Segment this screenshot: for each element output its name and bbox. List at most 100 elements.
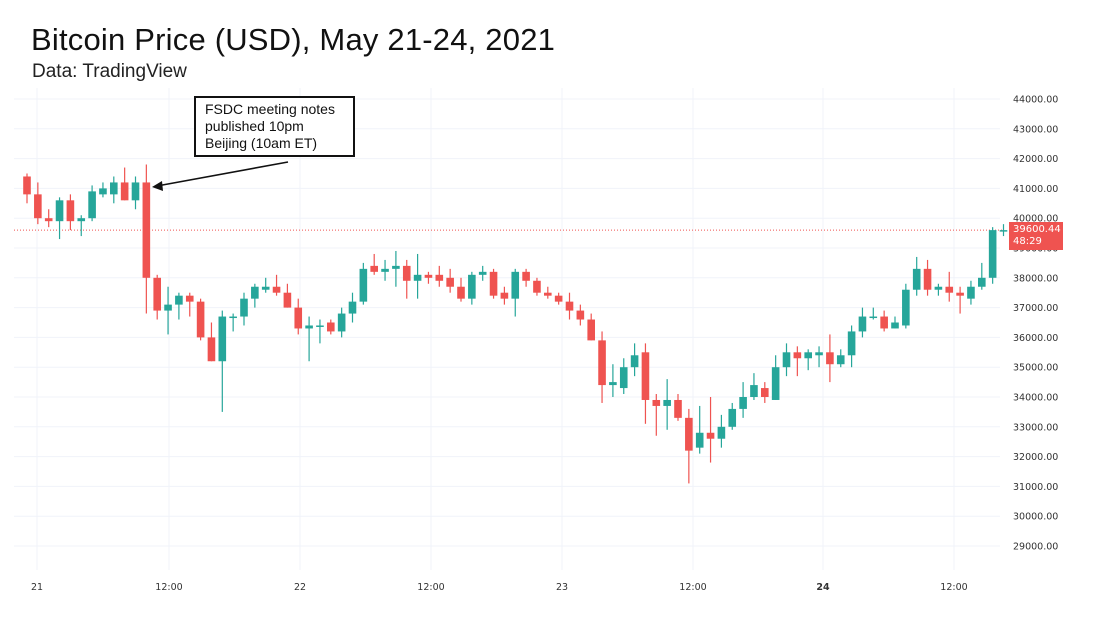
candle — [77, 215, 86, 237]
candle — [598, 331, 606, 403]
candle — [348, 292, 357, 323]
y-tick-label: 44000.00 — [1013, 95, 1058, 106]
candle — [229, 313, 237, 332]
candle-body — [294, 307, 303, 329]
grid-lines — [14, 88, 1004, 570]
annotation-arrow — [152, 161, 289, 191]
candle-body — [663, 399, 671, 406]
candle-body — [912, 268, 921, 290]
candle-body — [533, 280, 541, 293]
candle-body — [402, 265, 411, 281]
candle — [544, 286, 552, 299]
y-tick-label: 30000.00 — [1013, 512, 1058, 523]
candle-body — [99, 188, 107, 195]
candle — [771, 355, 780, 400]
candle-body — [782, 352, 791, 368]
candle — [663, 379, 671, 430]
candle-body — [34, 194, 42, 219]
last-price-badge: 39600.44 48:29 — [1009, 222, 1063, 250]
y-tick-label: 38000.00 — [1013, 273, 1058, 284]
candle-body — [750, 385, 758, 397]
candle-body — [478, 271, 487, 275]
candle-body — [934, 286, 943, 290]
candle — [685, 408, 693, 484]
candle — [750, 373, 758, 400]
candle-body — [44, 218, 53, 222]
candle — [988, 227, 997, 284]
y-tick-label: 35000.00 — [1013, 363, 1058, 374]
x-tick-label: 12:00 — [417, 582, 444, 593]
candle-body — [858, 316, 867, 332]
candle-body — [88, 191, 96, 219]
y-tick-label: 41000.00 — [1013, 184, 1058, 195]
candle-body — [424, 274, 433, 278]
candle — [44, 209, 53, 228]
candle-body — [587, 319, 595, 341]
candle — [695, 405, 704, 454]
candle-body — [272, 286, 281, 293]
candle — [836, 349, 845, 368]
candle — [272, 274, 281, 296]
candle — [858, 307, 867, 338]
candle — [446, 268, 454, 293]
candle-body — [923, 268, 932, 290]
candle — [804, 349, 812, 371]
y-tick-label: 31000.00 — [1013, 482, 1058, 493]
y-tick-label: 37000.00 — [1013, 303, 1058, 314]
candle-body — [120, 182, 129, 201]
x-tick-label: 24 — [816, 582, 830, 593]
candle — [240, 292, 248, 326]
candle-body — [967, 286, 975, 299]
candle — [815, 346, 823, 368]
x-tick-label: 22 — [294, 582, 306, 593]
candle-body — [988, 230, 997, 278]
candle-body — [370, 265, 378, 272]
candle-body — [554, 295, 563, 302]
candle — [435, 265, 444, 287]
candle-body — [55, 200, 64, 222]
candle-body — [142, 182, 151, 278]
candle — [782, 343, 791, 377]
candle — [923, 259, 932, 296]
candle-body — [685, 417, 693, 451]
y-tick-label: 40000.00 — [1013, 214, 1058, 225]
chart-title: Bitcoin Price (USD), May 21-24, 2021 — [31, 22, 556, 57]
candle-body — [902, 289, 910, 326]
x-tick-label: 23 — [556, 582, 568, 593]
candle-body — [446, 277, 454, 287]
candle — [956, 286, 964, 314]
candle — [66, 194, 75, 231]
candle — [316, 319, 324, 344]
candle — [717, 414, 726, 448]
candle-body — [207, 337, 216, 362]
candle — [88, 185, 96, 222]
candle-body — [761, 388, 769, 397]
candle — [370, 253, 378, 275]
y-tick-label: 34000.00 — [1013, 393, 1058, 404]
candle-body — [836, 355, 845, 365]
x-tick-label: 12:00 — [155, 582, 182, 593]
candle — [522, 268, 530, 287]
candle — [218, 310, 227, 412]
candle — [120, 167, 129, 201]
candle — [880, 310, 888, 332]
candle — [196, 298, 205, 341]
candle — [34, 182, 42, 225]
candle — [153, 274, 161, 320]
candle-body — [771, 367, 780, 400]
candle-body — [185, 295, 194, 302]
candle — [587, 313, 595, 341]
candle-body — [240, 298, 248, 317]
candle-body — [880, 316, 888, 329]
candle-body — [706, 432, 715, 439]
candle-body — [196, 301, 205, 338]
candle-body — [489, 271, 498, 296]
candle — [978, 262, 986, 290]
candle-body — [891, 322, 899, 329]
candle — [826, 334, 834, 383]
candle — [706, 397, 715, 463]
candle — [576, 304, 585, 326]
candle — [902, 283, 910, 329]
candle-body — [305, 325, 313, 329]
